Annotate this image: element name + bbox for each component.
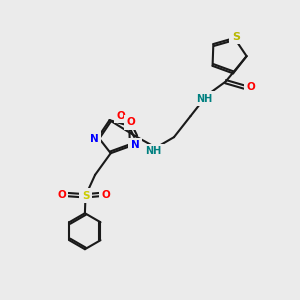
Text: O: O <box>101 190 110 200</box>
Text: S: S <box>232 32 240 41</box>
Text: S: S <box>82 191 89 201</box>
Text: N: N <box>131 140 140 150</box>
Text: NH: NH <box>196 94 213 104</box>
Text: O: O <box>126 117 135 127</box>
Text: O: O <box>246 82 255 92</box>
Text: O: O <box>116 111 125 121</box>
Text: O: O <box>57 190 66 200</box>
Text: N: N <box>89 134 98 144</box>
Text: NH: NH <box>145 146 161 156</box>
